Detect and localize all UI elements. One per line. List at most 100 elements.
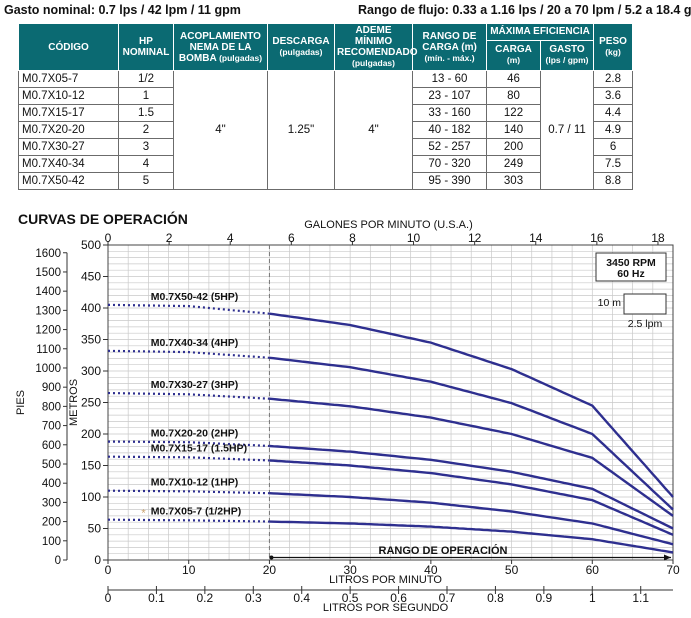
- lps-tick-label: 0.4: [293, 591, 310, 605]
- cell-code: M0.7X30-27: [18, 138, 119, 156]
- feet-tick-label: 300: [42, 497, 61, 509]
- top-axis-label: GALONES POR MINUTO (U.S.A.): [304, 219, 473, 231]
- x-tick-label: 30: [343, 563, 357, 577]
- chart-title: CURVAS DE OPERACIÓN: [18, 211, 188, 227]
- curve-label: M0.7X40-34 (4HP): [151, 337, 239, 349]
- feet-tick-label: 100: [42, 536, 61, 548]
- cell-hp: 1/2: [118, 70, 174, 88]
- cell-range: 23 - 107: [412, 87, 487, 105]
- top-tick-label: 8: [349, 231, 356, 245]
- curve-dotted: [108, 303, 270, 315]
- cell-code: M0.7X15-17: [18, 104, 119, 122]
- lps-tick-label: 1.1: [632, 591, 649, 605]
- lps-tick-label: 0.1: [148, 591, 165, 605]
- header-load-unit: (m): [506, 55, 521, 66]
- cell-coupling: 4": [173, 70, 268, 190]
- x-tick-label: 50: [505, 563, 519, 577]
- lps-tick-label: 0.8: [487, 591, 504, 605]
- cell-load: 303: [486, 172, 541, 190]
- header-range-text: RANGO DE CARGA (m): [422, 30, 477, 53]
- y-tick-label: 200: [81, 427, 101, 441]
- rpm-box: [595, 252, 667, 282]
- asterisk-note: *: [141, 508, 146, 520]
- header-flow: GASTO (lps / gpm): [539, 39, 595, 72]
- feet-axis-label: PIES: [15, 390, 27, 415]
- top-tick-label: 6: [288, 231, 295, 245]
- cell-flow: 0.7 / 11: [539, 70, 595, 190]
- table-row: M0.7X15-17 1.5 33 - 160 122 4.4: [18, 104, 634, 122]
- table-row: M0.7X30-27 3 52 - 257 200 6: [18, 138, 634, 156]
- y-tick-label: 150: [81, 459, 101, 473]
- header-discharge-unit: (pulgadas): [279, 47, 323, 57]
- curve-dotted: [108, 440, 270, 448]
- x-tick-label: 70: [666, 563, 680, 577]
- curve-solid: [269, 312, 674, 498]
- curve-label: M0.7X10-12 (1HP): [151, 477, 239, 489]
- curve-dotted: [108, 455, 270, 462]
- y-tick-label: 300: [81, 364, 101, 378]
- cell-weight: 4.4: [593, 104, 634, 122]
- cell-weight: 8.8: [593, 172, 634, 190]
- header-discharge: DESCARGA (pulgadas): [267, 23, 335, 71]
- header-discharge-text: DESCARGA: [272, 36, 330, 47]
- feet-tick-label: 700: [42, 421, 61, 433]
- lps-tick-label: 0.7: [439, 591, 456, 605]
- y-tick-label: 500: [81, 238, 101, 252]
- scale-x-label: 2.5 lpm: [628, 318, 663, 330]
- lps-tick-label: 0.9: [536, 591, 553, 605]
- header-weight: PESO (kg): [593, 23, 634, 71]
- hz-label: 60 Hz: [617, 268, 644, 280]
- chart-axes: 050100150200250300350400450500METROS0100…: [15, 219, 680, 614]
- feet-tick-label: 600: [42, 440, 61, 452]
- feet-tick-label: 1200: [35, 325, 61, 337]
- x-tick-label: 40: [424, 563, 438, 577]
- top-tick-label: 4: [227, 231, 234, 245]
- y-tick-label: 100: [81, 490, 101, 504]
- top-tick-label: 12: [468, 231, 482, 245]
- feet-tick-label: 1600: [35, 248, 61, 260]
- cell-code: M0.7X50-42: [18, 172, 119, 190]
- lps-tick-label: 0: [105, 591, 112, 605]
- cell-code: M0.7X10-12: [18, 87, 119, 105]
- feet-tick-label: 400: [42, 478, 61, 490]
- header-range: RANGO DE CARGA (m) (mín. - máx.): [412, 23, 487, 71]
- header-hp: HP NOMINAL: [118, 23, 174, 71]
- cell-code: M0.7X20-20: [18, 121, 119, 139]
- cell-range: 95 - 390: [412, 172, 487, 190]
- feet-tick-label: 1000: [35, 363, 61, 375]
- cell-hp: 5: [118, 172, 174, 190]
- lps-tick-label: 0.6: [390, 591, 407, 605]
- curve-label: M0.7X30-27 (3HP): [151, 379, 239, 391]
- y-tick-label: 50: [88, 522, 102, 536]
- nominal-flow-label: Gasto nominal: 0.7 lps / 42 lpm / 11 gpm: [4, 3, 241, 17]
- curve-label: M0.7X50-42 (5HP): [151, 291, 239, 303]
- lps-tick-label: 1: [589, 591, 596, 605]
- lps-tick-label: 0.5: [342, 591, 359, 605]
- x-tick-label: 10: [182, 563, 196, 577]
- header-casing: ADEME MÍNIMO RECOMENDADO (pulgadas): [334, 23, 418, 71]
- header-coupling-text: ACOPLAMIENTO NEMA DE LA BOMBA: [178, 30, 261, 64]
- feet-tick-label: 500: [42, 459, 61, 471]
- header-casing-text: ADEME MÍNIMO RECOMENDADO: [337, 25, 418, 58]
- curve-solid: [269, 459, 674, 536]
- x-tick-label: 0: [105, 563, 112, 577]
- feet-tick-label: 900: [42, 382, 61, 394]
- cell-load: 80: [486, 87, 541, 105]
- y-axis-label: METROS: [68, 379, 80, 426]
- curve-solid: [269, 356, 674, 511]
- curve-dotted: [108, 518, 270, 523]
- table-row: M0.7X20-20 2 40 - 182 140 4.9: [18, 121, 634, 139]
- curve-dotted: [107, 349, 270, 359]
- x-tick-label: 20: [263, 563, 277, 577]
- chart-curves: [107, 303, 674, 554]
- table-row: M0.7X40-34 4 70 - 320 249 7.5: [18, 155, 634, 173]
- feet-tick-label: 1100: [36, 344, 61, 356]
- feet-tick-label: 0: [55, 555, 61, 567]
- feet-tick-label: 1500: [35, 267, 61, 279]
- top-tick-label: 14: [529, 231, 543, 245]
- cell-casing: 4": [334, 70, 413, 190]
- header-casing-unit: (pulgadas): [352, 58, 395, 68]
- lps-tick-label: 0.3: [245, 591, 262, 605]
- top-tick-label: 16: [590, 231, 604, 245]
- header-load-text: CARGA: [495, 44, 532, 56]
